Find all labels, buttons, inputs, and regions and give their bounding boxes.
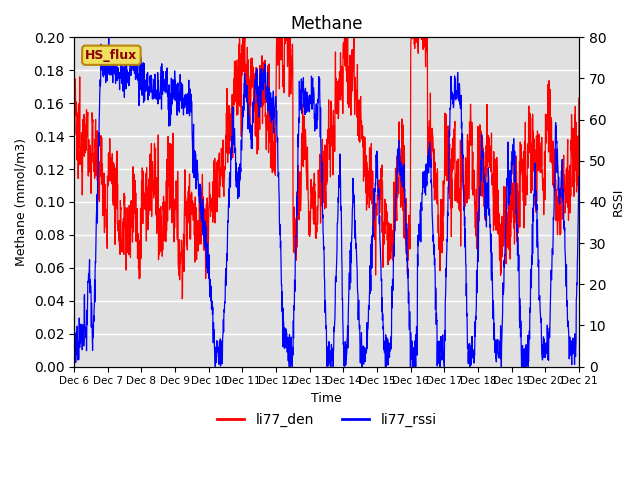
Title: Methane: Methane xyxy=(291,15,363,33)
Legend: li77_den, li77_rssi: li77_den, li77_rssi xyxy=(211,407,442,432)
X-axis label: Time: Time xyxy=(311,392,342,405)
Y-axis label: RSSI: RSSI xyxy=(612,188,625,216)
Y-axis label: Methane (mmol/m3): Methane (mmol/m3) xyxy=(15,138,28,266)
Text: HS_flux: HS_flux xyxy=(85,49,138,62)
